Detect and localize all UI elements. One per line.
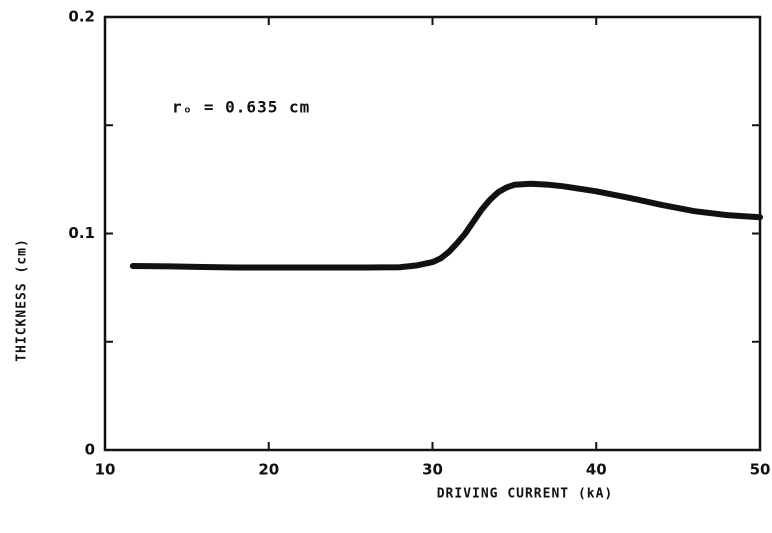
plot-frame <box>103 15 762 452</box>
data-line <box>129 180 763 271</box>
annotation: rₒ = 0.635 cm <box>172 98 310 117</box>
x-axis-label: DRIVING CURRENT (kA) <box>437 487 614 502</box>
y-axis-label: THICKNESS (cm) <box>15 238 30 362</box>
y-tick-label: 0 <box>85 441 95 459</box>
x-tick-label: 50 <box>750 461 771 479</box>
x-tick-label: 30 <box>422 461 443 479</box>
y-tick-label: 0.2 <box>68 8 95 26</box>
y-tick-label: 0.1 <box>68 224 95 242</box>
x-tick-label: 10 <box>95 461 116 479</box>
x-tick-label: 40 <box>586 461 607 479</box>
x-tick-label: 20 <box>258 461 279 479</box>
